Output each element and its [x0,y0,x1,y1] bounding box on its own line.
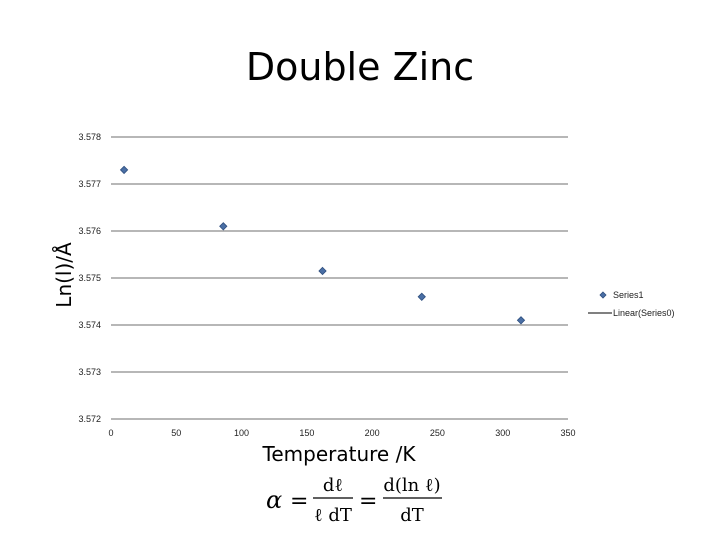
x-tick-label: 250 [430,428,445,438]
y-tick-label: 3.577 [78,179,101,189]
formula-numerator-1: dℓ [323,475,343,496]
data-point [219,222,228,231]
x-tick-label: 300 [495,428,510,438]
data-point [318,266,327,276]
formula: α = dℓ ℓ dT = d(ln ℓ) dT [266,475,442,526]
data-point [119,165,129,175]
formula-alpha: α [266,486,282,514]
formula-equals-2: = [359,489,377,514]
data-point [417,292,426,301]
data-points [119,165,526,325]
y-axis-label: Ln(l)/Å [52,242,76,308]
legend-series1-marker [599,291,607,299]
x-tick-label: 350 [560,428,575,438]
y-tick-label: 3.573 [78,367,101,377]
x-tick-label: 200 [365,428,380,438]
legend-linear-label: Linear(Series0) [613,308,675,318]
chart-title: Double Zinc [246,45,474,89]
x-tick-label: 100 [234,428,249,438]
legend: Series1 Linear(Series0) [588,290,675,318]
formula-equals-1: = [290,489,308,514]
data-point [516,316,526,325]
x-tick-label: 150 [299,428,314,438]
grid [111,136,568,420]
y-tick-label: 3.574 [78,320,101,330]
formula-numerator-2: d(ln ℓ) [383,475,440,496]
x-axis-label: Temperature /K [262,442,417,466]
y-tick-label: 3.576 [78,226,101,236]
y-tick-label: 3.578 [78,132,101,142]
x-tick-label: 0 [108,428,113,438]
y-tick-label: 3.572 [78,414,101,424]
x-tick-label: 50 [171,428,181,438]
y-tick-labels: 3.572 3.573 3.574 3.575 3.576 3.577 3.578 [78,132,101,424]
x-tick-labels: 0 50 100 150 200 250 300 350 [108,428,575,438]
y-tick-label: 3.575 [78,273,101,283]
legend-series1-label: Series1 [613,290,644,300]
formula-denominator-1: ℓ dT [314,505,352,526]
formula-denominator-2: dT [400,505,424,526]
